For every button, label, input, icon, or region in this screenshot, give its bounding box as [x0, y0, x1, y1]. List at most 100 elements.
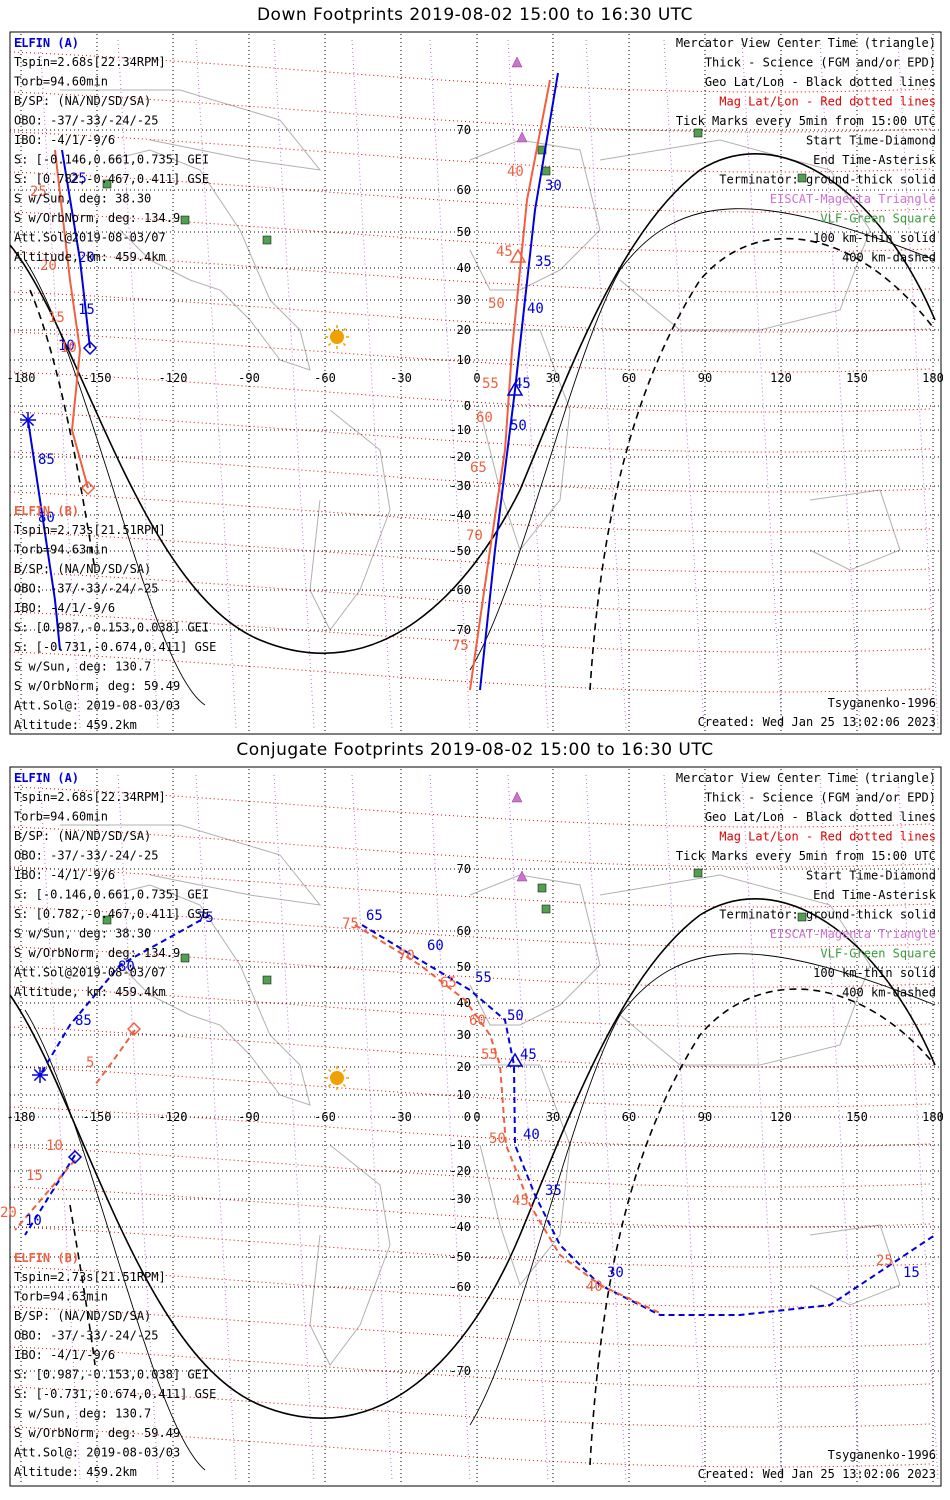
- elfin-a-info-line: S w/OrbNorm, deg: 134.9: [14, 946, 180, 960]
- legend-item: Start Time-Diamond: [806, 134, 936, 148]
- mag-lon-line: [585, 39, 627, 729]
- coastline: [60, 824, 322, 906]
- lon-tick-label: 180: [922, 1110, 944, 1124]
- elfin-b-name: ELFIN (B): [14, 504, 79, 518]
- map-frame: [9, 31, 942, 735]
- legend-item: EISCAT-Magenta Triangle: [770, 192, 936, 206]
- vlf-square-icon: [180, 953, 190, 963]
- vlf-square-icon: [262, 975, 272, 985]
- elfin-a-info-line: IBO: -4/1/-9/6: [14, 868, 115, 882]
- lat-tick-label: -20: [449, 1164, 471, 1178]
- terminator-100km: [24, 953, 936, 1471]
- elfin-a-info-line: B/SP: (NA/ND/SD/SA): [14, 94, 151, 108]
- lon-tick-label: 90: [698, 1110, 712, 1124]
- elfin-a-info-line: B/SP: (NA/ND/SD/SA): [14, 829, 151, 843]
- lon-tick-label: 0: [473, 371, 480, 385]
- elfin-b-track: [469, 79, 551, 691]
- mag-lon-line: [273, 39, 315, 729]
- elfin-a-info-line: Tspin=2.68s[22.34RPM]: [14, 55, 166, 69]
- lat-tick-label: -70: [449, 1364, 471, 1378]
- mag-lon-line: [819, 774, 861, 1481]
- lat-tick-label: -40: [449, 508, 471, 522]
- track-a-tick-label: 40: [523, 1127, 540, 1143]
- track-b-tick-label: 65: [470, 460, 487, 476]
- elfin-a-info-line: Att.Sol@2019-08-03/07: [14, 231, 166, 245]
- legend-item: Tick Marks every 5min from 15:00 UTC: [676, 849, 936, 863]
- legend-item: Mercator View Center Time (triangle): [676, 36, 936, 50]
- lat-tick-label: -10: [449, 423, 471, 437]
- lon-tick-label: 180: [922, 371, 944, 385]
- terminator-ground: [9, 153, 936, 654]
- lon-tick-label: 90: [698, 371, 712, 385]
- vlf-square-icon: [693, 128, 703, 138]
- vlf-square-icon: [537, 883, 547, 893]
- model-name: Tsyganenko-1996: [828, 696, 936, 710]
- track-b-tick-label: 10: [46, 1138, 63, 1154]
- track-a-tick-label: 30: [545, 178, 562, 194]
- elfin-a-info-line: S: [0.782,-0.467,0.411] GSE: [14, 172, 209, 186]
- legend-item: Terminator: ground-thick solid: [719, 908, 936, 922]
- vlf-square-icon: [102, 179, 112, 189]
- track-b-tick-label: 65: [440, 975, 457, 991]
- legend-item: Tick Marks every 5min from 15:00 UTC: [676, 114, 936, 128]
- lon-tick-label: 0: [473, 1110, 480, 1124]
- track-a-tick-label: 45: [520, 1047, 537, 1063]
- track-b-tick-label: 40: [586, 1279, 603, 1295]
- elfin-b-info-line: IBO: -4/1/-9/6: [14, 601, 115, 615]
- terminator-400km: [69, 988, 936, 1466]
- elfin-a-name: ELFIN (A): [14, 771, 79, 785]
- coastline: [309, 1144, 391, 1366]
- track-b-tick-label: 40: [507, 164, 524, 180]
- coastline: [469, 139, 601, 291]
- start-diamond-icon: [126, 1021, 142, 1037]
- legend-item: VLF-Green Square: [820, 947, 936, 961]
- mag-lat-line: [9, 986, 931, 1028]
- map-panel-conjugate: 706050403020100-10-20-30-40-50-60-70-180…: [0, 766, 944, 1487]
- elfin-a-info-line: Att.Sol@2019-08-03/07: [14, 966, 166, 980]
- mag-lat-line: [9, 1106, 931, 1148]
- track-a-tick-label: 80: [38, 510, 55, 526]
- elfin-a-name: ELFIN (A): [14, 36, 79, 50]
- lat-tick-label: 50: [457, 960, 471, 974]
- mag-lat-line: [9, 1266, 931, 1308]
- start-diamond-icon: [67, 1149, 83, 1165]
- elfin-a-track-west: [61, 149, 91, 349]
- legend-item: 400 km-dashed: [842, 986, 936, 1000]
- mag-lon-line: [585, 774, 627, 1481]
- mag-lat-line: [9, 331, 931, 373]
- mag-lon-line: [897, 39, 939, 729]
- center-time-triangle-icon: [506, 1052, 524, 1067]
- vlf-square-icon: [541, 166, 551, 176]
- terminator-ground: [9, 898, 936, 1419]
- lon-tick-label: 30: [546, 371, 560, 385]
- mag-lon-line: [819, 39, 861, 729]
- legend-item: VLF-Green Square: [820, 212, 936, 226]
- eiscat-triangle-icon: [511, 56, 523, 68]
- track-b-tick-label: 10: [60, 340, 77, 356]
- mag-lat-line: [9, 451, 931, 493]
- track-a-tick-label: 75: [197, 910, 214, 926]
- lat-tick-label: 30: [457, 1028, 471, 1042]
- start-diamond-icon: [82, 340, 98, 356]
- lat-tick-label: 60: [457, 183, 471, 197]
- elfin-b-name: ELFIN (B): [14, 1251, 79, 1265]
- created-timestamp: Created: Wed Jan 25 13:02:06 2023: [698, 1467, 936, 1481]
- lon-tick-label: -30: [390, 371, 412, 385]
- track-a-tick-label: 55: [475, 970, 492, 986]
- coastline: [469, 874, 601, 1026]
- elfin-b-conjugate-track: [354, 924, 661, 1314]
- elfin-b-info-line: S w/OrbNorm, deg: 59.49: [14, 679, 180, 693]
- mag-lat-line: [9, 91, 931, 133]
- mag-lat-line: [9, 1146, 931, 1188]
- track-b-tick-label: 60: [469, 1013, 486, 1029]
- elfin-b-info-line: Altitude: 459.2km: [14, 1465, 137, 1479]
- elfin-a-info-line: S w/Sun, deg: 38.30: [14, 927, 151, 941]
- track-b-tick-label: 45: [496, 244, 513, 260]
- legend-item: Terminator: ground-thick solid: [719, 173, 936, 187]
- mag-lat-line: [9, 651, 931, 693]
- coastline: [109, 149, 311, 371]
- vlf-square-icon: [541, 904, 551, 914]
- track-a-tick-label: 35: [545, 1183, 562, 1199]
- lat-tick-label: -30: [449, 1192, 471, 1206]
- sun-ray: [327, 1068, 332, 1073]
